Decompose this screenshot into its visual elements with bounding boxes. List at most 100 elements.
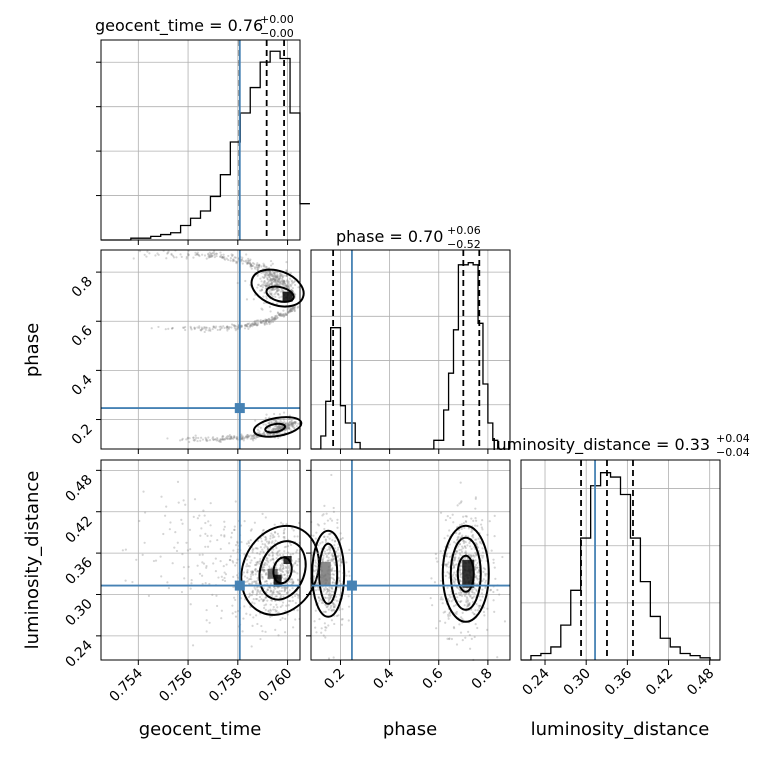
x-tick-label: 0.30 xyxy=(561,666,594,699)
sample-dot xyxy=(268,276,271,279)
sample-dot xyxy=(276,289,279,292)
sample-dot xyxy=(263,273,266,276)
sample-dot xyxy=(292,422,295,425)
sample-dot xyxy=(296,535,299,538)
sample-dot xyxy=(457,591,461,595)
sample-dot xyxy=(473,555,476,558)
sample-dot xyxy=(314,564,317,567)
sample-dot xyxy=(270,273,274,276)
sample-dot xyxy=(458,587,461,591)
sample-dot xyxy=(289,308,292,311)
sample-dot xyxy=(290,421,293,424)
sample-dot xyxy=(270,281,274,284)
sample-dot xyxy=(135,558,138,561)
sample-dot xyxy=(454,550,458,553)
sample-dot xyxy=(323,504,326,507)
sample-dot xyxy=(285,591,288,595)
sample-dot xyxy=(283,279,286,282)
sample-dot xyxy=(193,439,196,442)
sample-dot xyxy=(252,548,255,551)
sample-dot xyxy=(246,436,249,439)
sample-dot xyxy=(475,602,478,606)
sample-dot xyxy=(205,564,208,568)
sample-dot xyxy=(287,427,291,430)
sample-dot xyxy=(175,256,178,259)
sample-dot xyxy=(277,428,281,431)
sample-dot xyxy=(219,255,222,258)
sample-dot xyxy=(330,586,333,590)
sample-dot xyxy=(283,546,286,549)
sample-dot xyxy=(255,547,258,550)
sample-dot xyxy=(279,275,282,278)
sample-dot xyxy=(219,547,222,551)
sample-dot xyxy=(254,597,258,601)
sample-dot xyxy=(459,591,462,594)
sample-dot xyxy=(316,581,319,584)
sample-dot xyxy=(240,324,243,328)
sample-dot xyxy=(456,586,459,589)
sample-dot xyxy=(257,590,260,593)
sample-dot xyxy=(267,274,270,277)
sample-dot xyxy=(197,436,200,440)
sample-dot xyxy=(271,591,274,594)
sample-dot xyxy=(345,561,348,564)
sample-dot xyxy=(285,260,288,264)
sample-dot xyxy=(481,579,484,583)
sample-dot xyxy=(246,262,250,265)
sample-dot xyxy=(290,581,293,584)
sample-dot xyxy=(458,533,461,536)
sample-dot xyxy=(252,323,255,327)
sample-dot xyxy=(332,608,335,611)
sample-dot xyxy=(447,597,450,601)
sample-dot xyxy=(293,426,296,429)
sample-dot xyxy=(294,560,298,563)
sample-dot xyxy=(281,273,284,276)
sample-dot xyxy=(190,579,193,582)
sample-dot xyxy=(481,556,484,559)
sample-dot xyxy=(293,427,296,430)
sample-dot xyxy=(257,264,261,267)
sample-dot xyxy=(458,548,461,552)
sample-dot xyxy=(281,313,284,316)
sample-dot xyxy=(286,424,289,427)
sample-dot xyxy=(260,568,263,571)
sample-dot xyxy=(249,263,253,267)
sample-dot xyxy=(245,298,249,301)
sample-dot xyxy=(285,285,288,288)
sample-dot xyxy=(283,586,286,589)
sample-dot xyxy=(460,591,463,594)
sample-dot xyxy=(258,595,262,599)
sample-dot xyxy=(292,281,295,284)
sample-dot xyxy=(218,440,221,443)
sample-dot xyxy=(287,580,291,583)
sample-dot xyxy=(265,284,268,288)
sample-dot xyxy=(261,565,265,569)
sample-dot xyxy=(231,260,235,263)
sample-dot xyxy=(448,555,451,559)
sample-dot xyxy=(275,420,278,423)
sample-dot xyxy=(325,554,329,557)
sample-dot xyxy=(197,326,201,329)
sample-dot xyxy=(331,558,334,561)
sample-dot xyxy=(196,517,199,520)
sample-dot xyxy=(222,435,225,438)
sample-dot xyxy=(277,568,280,571)
sample-dot xyxy=(260,433,263,436)
sample-dot xyxy=(207,252,210,255)
sample-dot xyxy=(207,329,210,332)
sample-dot xyxy=(226,329,229,332)
sample-dot xyxy=(324,538,327,541)
sample-dot xyxy=(286,426,289,430)
sample-dot xyxy=(245,324,248,328)
sample-dot xyxy=(282,280,285,283)
sample-dot xyxy=(280,283,284,286)
sample-dot xyxy=(448,594,451,597)
sample-dot xyxy=(294,618,297,621)
sample-dot xyxy=(272,433,275,436)
sample-dot xyxy=(260,624,263,628)
sample-dot xyxy=(468,541,471,545)
sample-dot xyxy=(246,261,249,264)
sample-dot xyxy=(503,620,507,623)
sample-dot xyxy=(273,316,276,319)
sample-dot xyxy=(290,422,293,425)
